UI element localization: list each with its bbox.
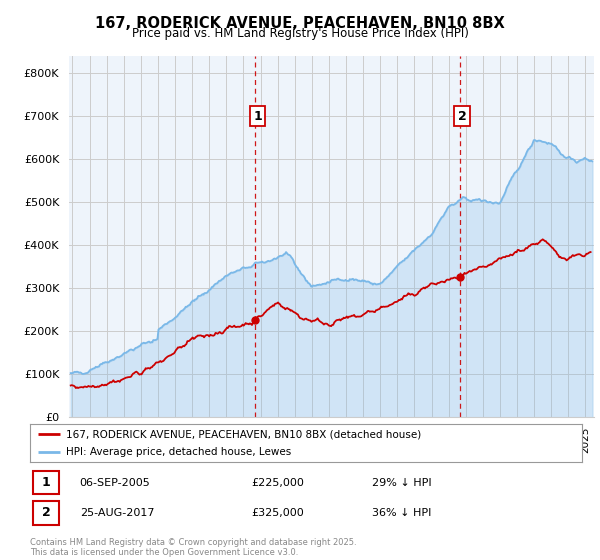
Text: 36% ↓ HPI: 36% ↓ HPI (372, 508, 431, 518)
Text: 1: 1 (253, 110, 262, 123)
Text: Contains HM Land Registry data © Crown copyright and database right 2025.
This d: Contains HM Land Registry data © Crown c… (30, 538, 356, 557)
Text: £225,000: £225,000 (251, 478, 304, 488)
Text: 06-SEP-2005: 06-SEP-2005 (80, 478, 151, 488)
Text: 1: 1 (41, 476, 50, 489)
Text: 2: 2 (458, 110, 467, 123)
Text: HPI: Average price, detached house, Lewes: HPI: Average price, detached house, Lewe… (66, 447, 291, 457)
Text: 167, RODERICK AVENUE, PEACEHAVEN, BN10 8BX (detached house): 167, RODERICK AVENUE, PEACEHAVEN, BN10 8… (66, 429, 421, 439)
Text: 167, RODERICK AVENUE, PEACEHAVEN, BN10 8BX: 167, RODERICK AVENUE, PEACEHAVEN, BN10 8… (95, 16, 505, 31)
Text: Price paid vs. HM Land Registry's House Price Index (HPI): Price paid vs. HM Land Registry's House … (131, 27, 469, 40)
Text: £325,000: £325,000 (251, 508, 304, 518)
Text: 2: 2 (41, 506, 50, 520)
Text: 29% ↓ HPI: 29% ↓ HPI (372, 478, 432, 488)
Bar (33, 471, 59, 494)
Text: 25-AUG-2017: 25-AUG-2017 (80, 508, 154, 518)
Bar (33, 501, 59, 525)
